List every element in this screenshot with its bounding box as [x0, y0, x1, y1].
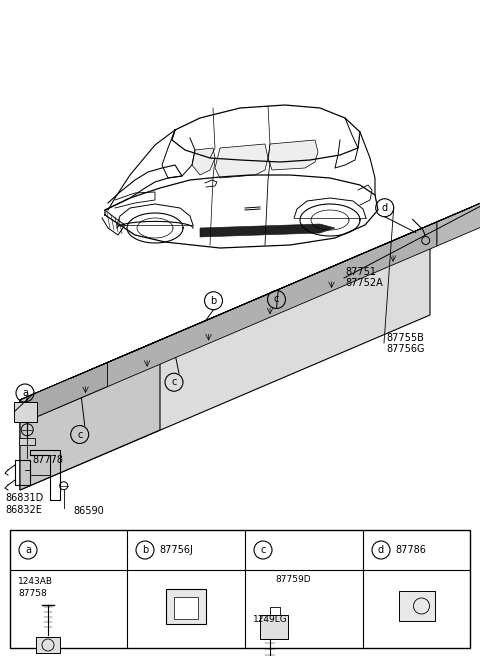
- Polygon shape: [378, 207, 471, 247]
- Polygon shape: [20, 225, 430, 490]
- Text: 87752A: 87752A: [345, 278, 383, 288]
- Polygon shape: [200, 224, 335, 237]
- Text: 87755B: 87755B: [386, 333, 424, 343]
- Polygon shape: [27, 363, 108, 421]
- Text: b: b: [142, 545, 148, 555]
- Polygon shape: [70, 338, 164, 379]
- Bar: [166, 589, 206, 624]
- Polygon shape: [20, 165, 480, 400]
- Text: d: d: [378, 545, 384, 555]
- Bar: [260, 615, 288, 639]
- Text: 87758: 87758: [18, 590, 47, 598]
- Polygon shape: [193, 286, 287, 326]
- Text: c: c: [77, 430, 83, 440]
- Polygon shape: [14, 401, 37, 422]
- Polygon shape: [27, 222, 437, 421]
- Bar: [398, 591, 434, 621]
- Text: c: c: [274, 295, 279, 304]
- Text: 87759D: 87759D: [275, 575, 311, 584]
- Text: c: c: [260, 545, 266, 555]
- Text: 1249LG: 1249LG: [253, 615, 288, 625]
- Polygon shape: [132, 312, 225, 352]
- Polygon shape: [215, 144, 268, 178]
- Bar: [10, 530, 470, 648]
- Circle shape: [21, 424, 33, 436]
- Bar: [174, 597, 198, 619]
- Text: 87786: 87786: [395, 545, 426, 555]
- Polygon shape: [437, 188, 480, 246]
- Polygon shape: [27, 188, 480, 397]
- Text: 87751: 87751: [345, 267, 376, 277]
- Text: a: a: [22, 388, 28, 398]
- Text: b: b: [210, 296, 216, 306]
- Text: 87778: 87778: [32, 455, 63, 464]
- Polygon shape: [316, 234, 410, 274]
- Text: 86590: 86590: [74, 506, 105, 516]
- Polygon shape: [19, 438, 35, 445]
- Polygon shape: [192, 148, 215, 175]
- Text: 86831D: 86831D: [5, 493, 43, 503]
- Text: d: d: [382, 203, 388, 213]
- Polygon shape: [255, 260, 348, 300]
- Text: c: c: [171, 377, 177, 387]
- Text: 87756G: 87756G: [386, 344, 424, 354]
- Text: 86832E: 86832E: [5, 505, 42, 515]
- Polygon shape: [20, 340, 160, 490]
- Text: 1243AB: 1243AB: [18, 577, 53, 586]
- Polygon shape: [36, 637, 60, 653]
- Polygon shape: [268, 140, 318, 170]
- Text: 87756J: 87756J: [159, 545, 193, 555]
- Text: a: a: [25, 545, 31, 555]
